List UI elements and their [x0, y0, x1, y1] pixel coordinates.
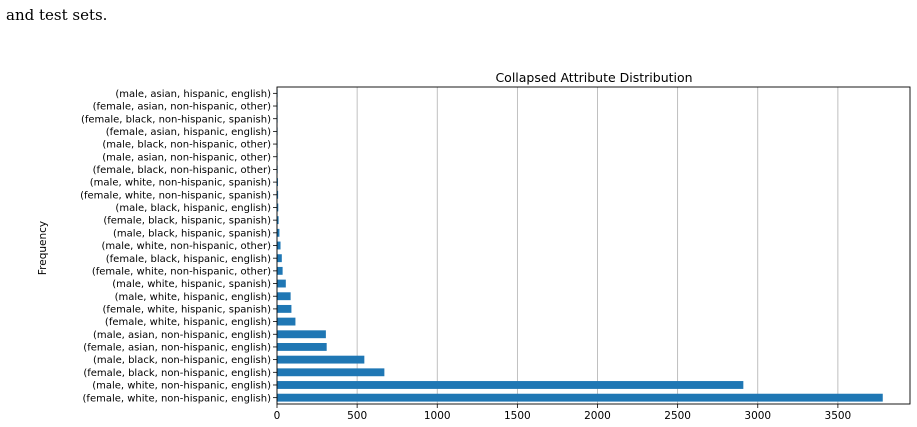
x-tick-label: 500: [347, 410, 367, 422]
bar: [277, 368, 385, 377]
bar: [277, 330, 326, 339]
y-tick-label: (female, white, hispanic, english): [105, 317, 271, 328]
y-tick-label: (female, asian, non-hispanic, english): [83, 343, 271, 354]
y-tick-label: (female, black, non-hispanic, english): [83, 368, 271, 379]
bar: [277, 203, 279, 212]
bar: [277, 317, 296, 326]
bar: [277, 241, 281, 250]
y-tick-label: (female, white, non-hispanic, other): [92, 266, 271, 277]
x-tick-label: 2500: [664, 410, 691, 422]
bar: [277, 393, 883, 402]
bar: [277, 254, 282, 263]
bar: [277, 178, 278, 187]
y-tick-label: (female, black, non-hispanic, other): [93, 165, 271, 176]
bar: [277, 279, 286, 288]
y-tick-label: (male, asian, non-hispanic, english): [93, 330, 271, 341]
bar: [277, 190, 279, 199]
axes-frame: [276, 86, 911, 405]
x-tick-label: 3000: [744, 410, 771, 422]
y-tick-label: (male, asian, hispanic, english): [115, 89, 271, 100]
y-tick-label: (female, white, hispanic, spanish): [103, 305, 272, 316]
x-tick-label: 1500: [504, 410, 531, 422]
y-tick-label: (female, black, non-hispanic, spanish): [81, 114, 271, 125]
y-tick-label: (male, black, non-hispanic, other): [102, 140, 271, 151]
bar: [277, 343, 327, 351]
bar: [277, 228, 280, 237]
x-tick-label: 2000: [584, 410, 611, 422]
y-tick-label: (female, white, non-hispanic, english): [83, 393, 272, 404]
y-tick-label: (male, white, hispanic, spanish): [112, 279, 271, 290]
bar: [277, 381, 744, 389]
x-tick-label: 3500: [825, 410, 852, 422]
caption-text: and test sets.: [6, 6, 108, 24]
y-tick-label: (female, asian, non-hispanic, other): [93, 102, 271, 113]
y-tick-label: (female, asian, hispanic, english): [106, 127, 271, 138]
bars: [277, 89, 883, 402]
chart-title: Collapsed Attribute Distribution: [495, 70, 692, 85]
x-tick-label: 1000: [424, 410, 451, 422]
y-tick-label: (male, asian, non-hispanic, other): [102, 152, 271, 163]
y-tick-label: (male, black, non-hispanic, english): [93, 355, 271, 366]
y-tick-label: (male, white, hispanic, english): [115, 292, 272, 303]
y-tick-label: (male, black, hispanic, english): [115, 203, 271, 214]
y-tick-label: (male, white, non-hispanic, spanish): [90, 178, 271, 189]
y-tick-label: (male, white, non-hispanic, other): [101, 241, 271, 252]
x-tick-label: 0: [274, 410, 281, 422]
y-tick-label: (female, black, hispanic, english): [106, 254, 271, 265]
y-tick-label: (male, white, non-hispanic, english): [92, 381, 271, 392]
y-tick-label: (male, black, hispanic, spanish): [113, 228, 271, 239]
y-tick-labels: (male, asian, hispanic, english) (female,…: [80, 89, 277, 404]
bar: [277, 216, 279, 225]
x-tick-labels: 0 500 1000 1500 2000 2500 3000 3500: [274, 404, 852, 422]
bar: [277, 355, 365, 364]
bar: [277, 292, 291, 301]
y-tick-label: (female, white, non-hispanic, spanish): [80, 190, 271, 201]
y-tick-label: (female, black, hispanic, spanish): [103, 216, 271, 227]
bar: [277, 304, 292, 313]
bar: [277, 266, 283, 275]
y-axis-label: Frequency: [37, 221, 49, 275]
